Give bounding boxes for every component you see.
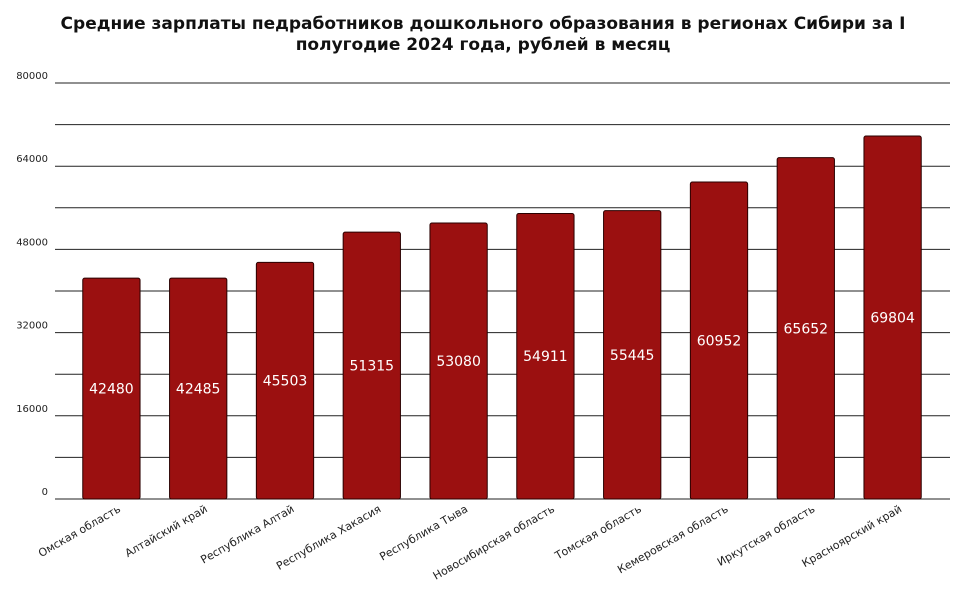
y-tick-label: 16000 [16, 404, 48, 415]
bar [429, 222, 488, 500]
bar [82, 277, 141, 500]
bar [169, 277, 228, 500]
y-tick-label: 64000 [16, 154, 48, 165]
y-axis-ticks: 0 16000 32000 48000 64000 80000 [16, 71, 48, 498]
bar [776, 157, 835, 500]
bar-value-label: 65652 [784, 321, 829, 337]
x-category-label: Алтайский край [123, 502, 210, 560]
bar-value-label: 42485 [176, 382, 221, 398]
bar-value-label: 55445 [610, 348, 655, 364]
bar-value-label: 51315 [350, 359, 395, 375]
bar [689, 181, 749, 500]
x-category-label: Омская область [36, 502, 123, 560]
bars [82, 135, 922, 500]
chart-title: Средние зарплаты педработников дошкольно… [60, 14, 906, 55]
bar [342, 231, 401, 500]
bar-value-label: 45503 [263, 374, 308, 390]
y-tick-label: 48000 [16, 237, 48, 248]
bar-value-labels: 42480 42485 45503 51315 53080 54911 55445 60952… [89, 311, 915, 398]
bar-value-label: 54911 [523, 349, 568, 365]
y-tick-label: 80000 [16, 71, 48, 82]
bar [255, 261, 315, 500]
bar-value-label: 53080 [436, 354, 481, 370]
y-tick-label: 0 [42, 487, 48, 498]
bar-value-label: 42480 [89, 382, 134, 398]
x-category-label: Томская область [552, 502, 644, 563]
bar [516, 212, 575, 500]
bar-value-label: 60952 [697, 334, 742, 350]
y-tick-label: 32000 [16, 321, 48, 332]
x-category-label: Республика Тыва [377, 502, 470, 563]
bar [863, 135, 922, 500]
bar-value-label: 69804 [870, 311, 915, 327]
bar [603, 210, 662, 500]
